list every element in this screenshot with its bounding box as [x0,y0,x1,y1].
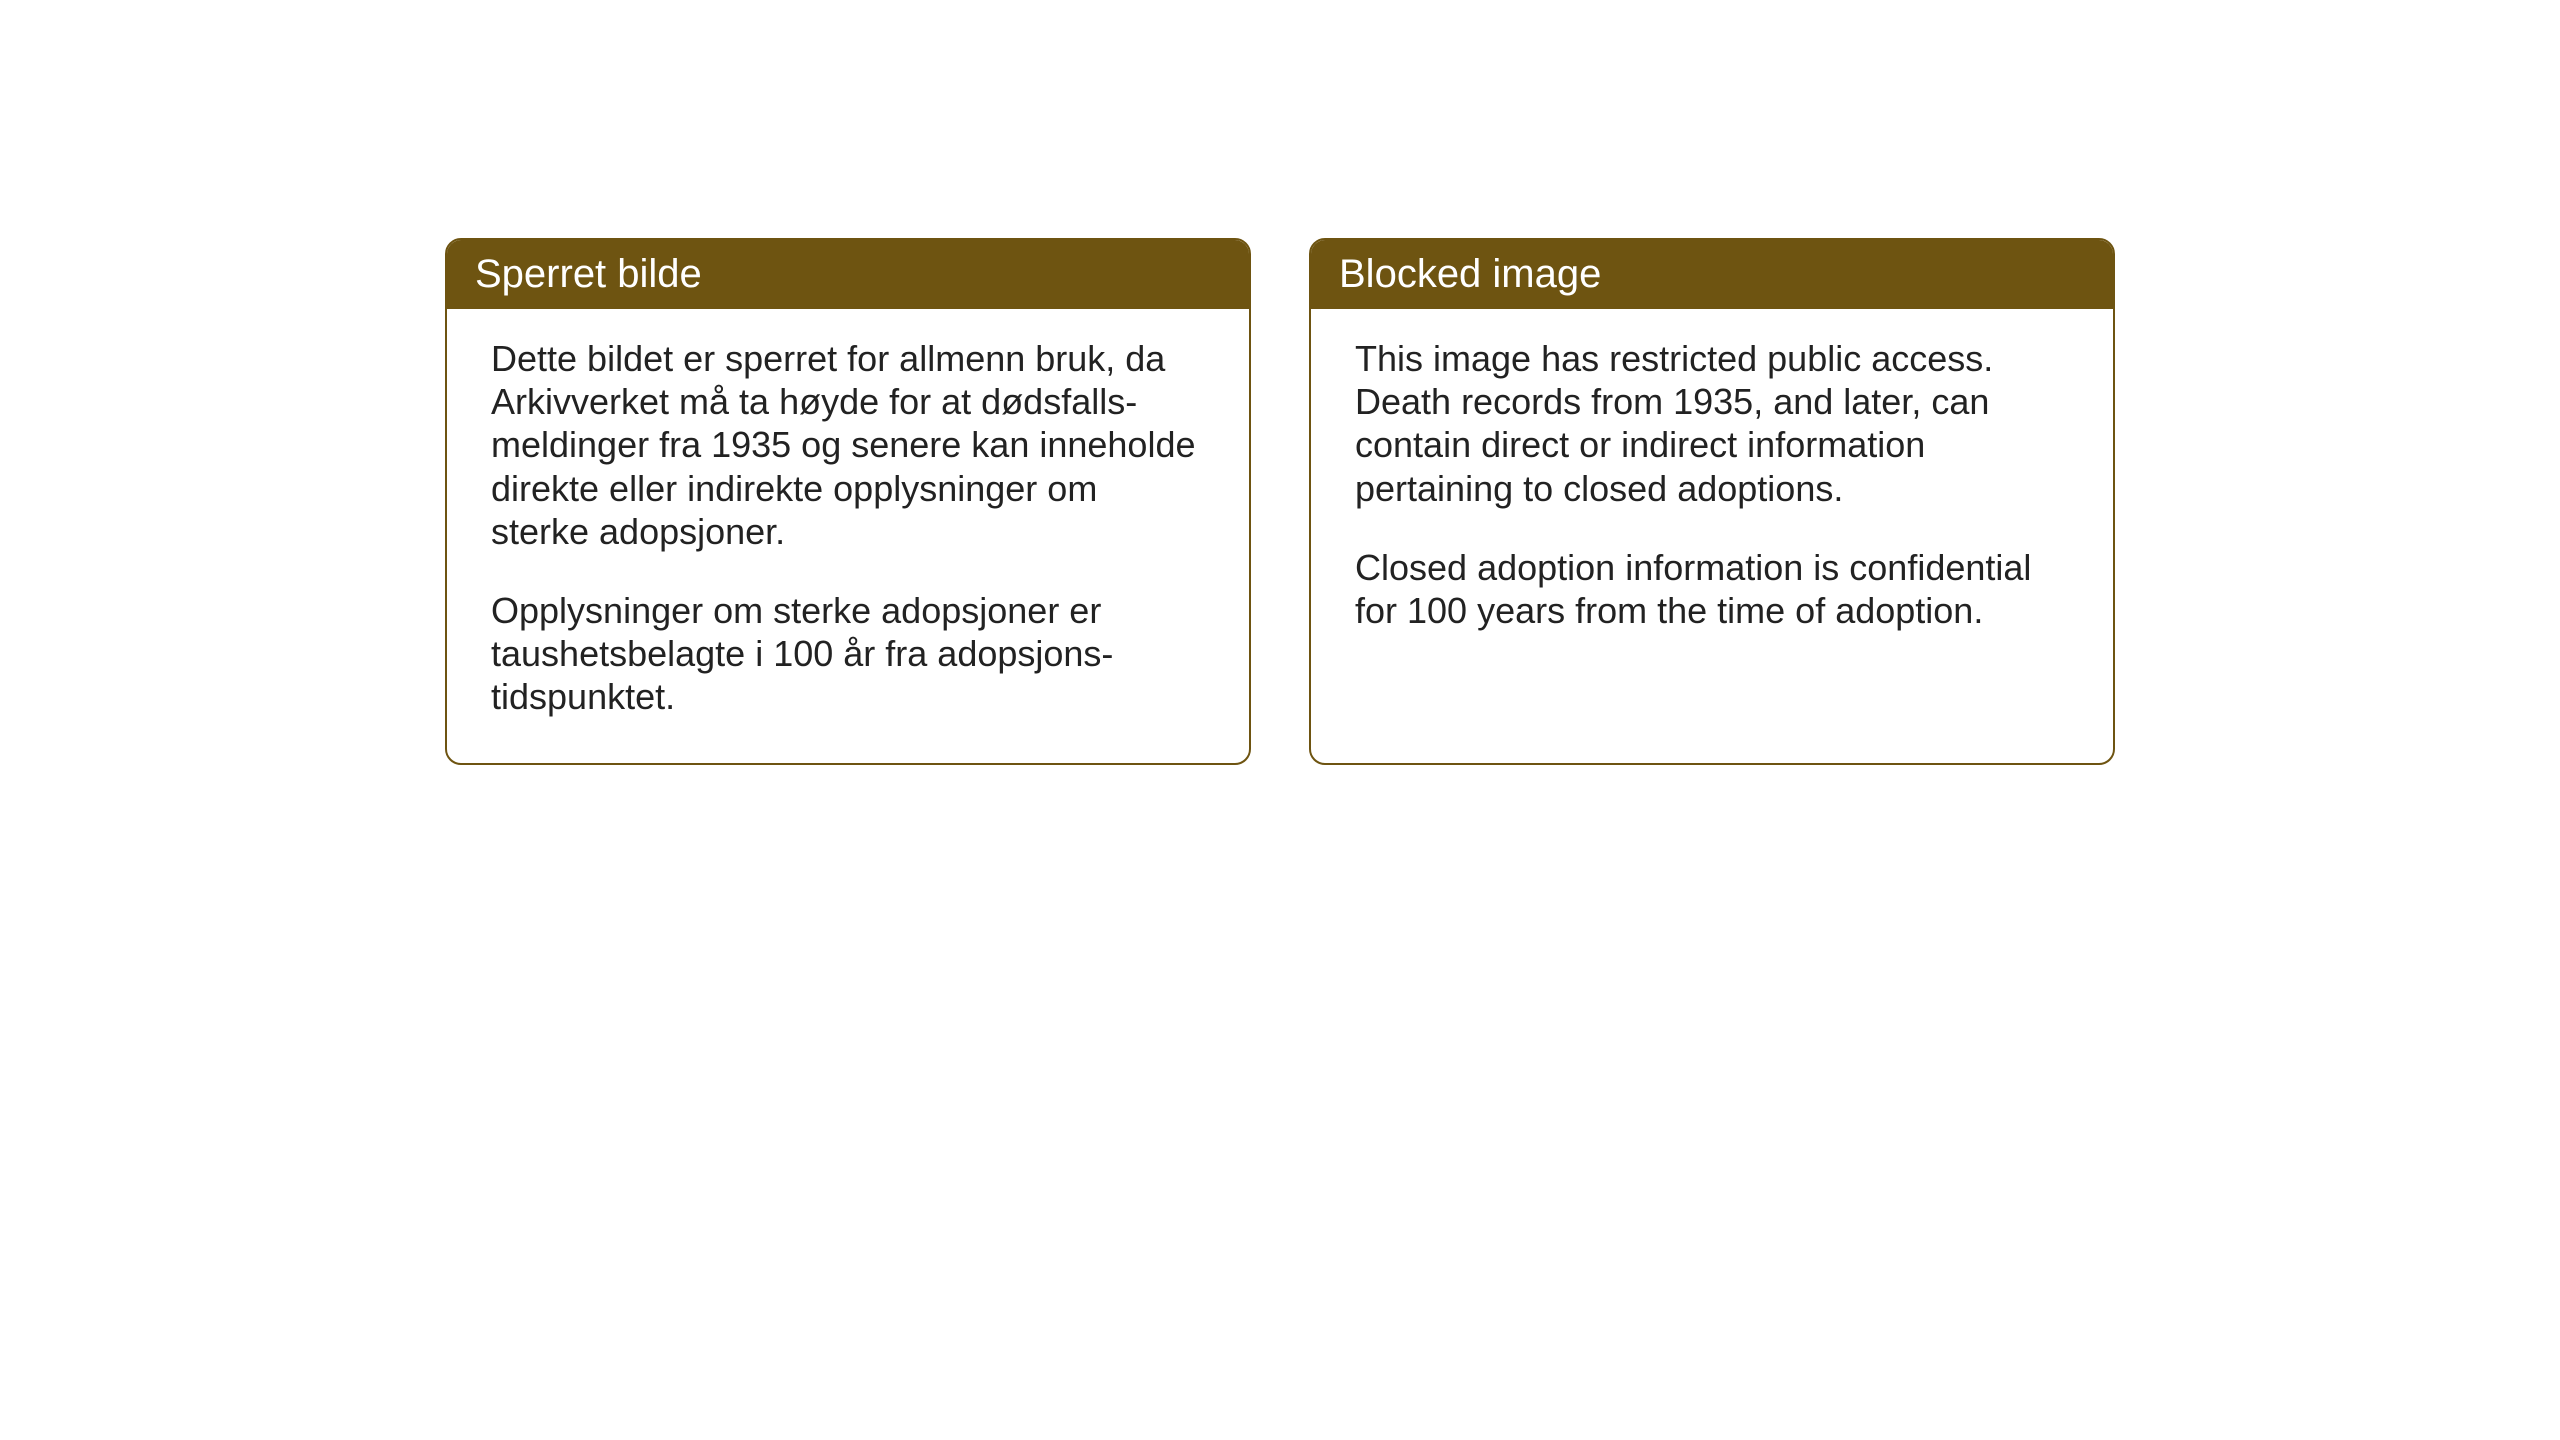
norwegian-paragraph-1: Dette bildet er sperret for allmenn bruk… [491,337,1205,553]
english-paragraph-2: Closed adoption information is confident… [1355,546,2069,632]
english-notice-card: Blocked image This image has restricted … [1309,238,2115,765]
english-card-body: This image has restricted public access.… [1311,309,2113,676]
english-paragraph-1: This image has restricted public access.… [1355,337,2069,510]
norwegian-card-body: Dette bildet er sperret for allmenn bruk… [447,309,1249,763]
english-card-title: Blocked image [1311,240,2113,309]
norwegian-paragraph-2: Opplysninger om sterke adopsjoner er tau… [491,589,1205,719]
norwegian-notice-card: Sperret bilde Dette bildet er sperret fo… [445,238,1251,765]
norwegian-card-title: Sperret bilde [447,240,1249,309]
notice-container: Sperret bilde Dette bildet er sperret fo… [445,238,2115,765]
